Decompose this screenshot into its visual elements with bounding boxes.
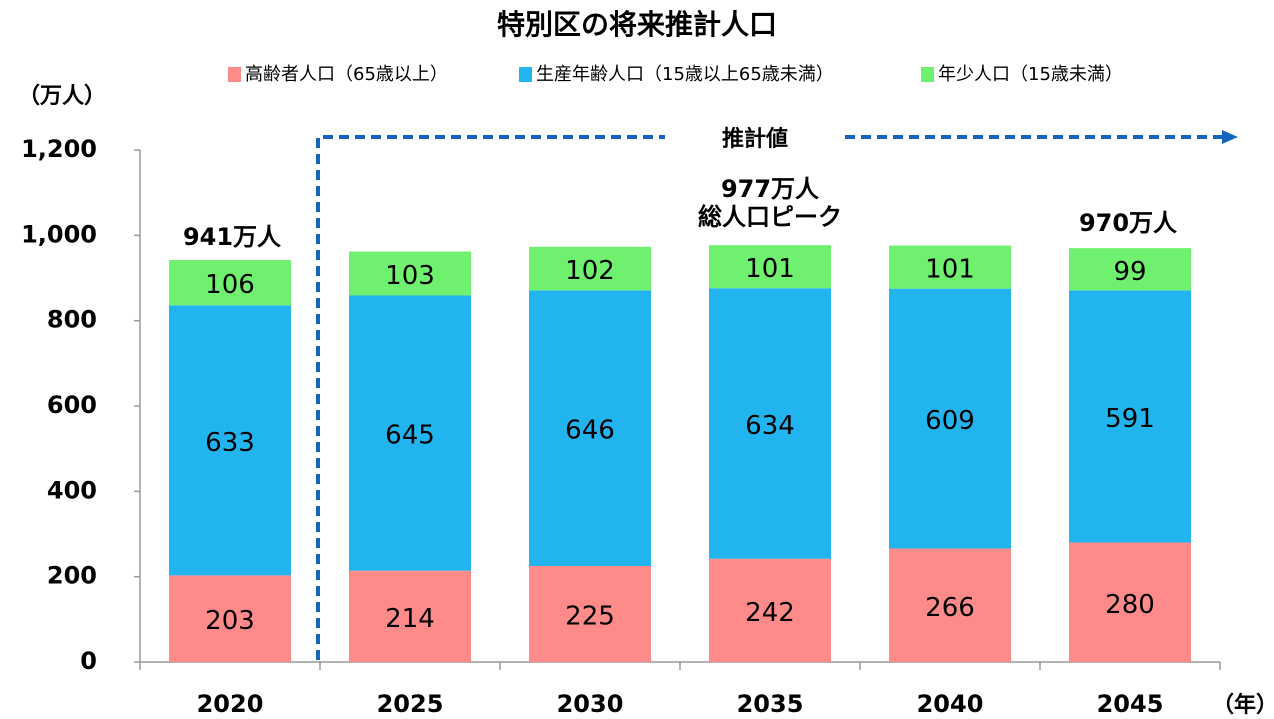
y-tick-label: 400 xyxy=(47,476,97,504)
bar-segment xyxy=(169,305,291,576)
x-tick-label: 2025 xyxy=(377,690,444,718)
legend-label: 年少人口（15歳未満） xyxy=(938,64,1123,85)
data-label: 103 xyxy=(385,261,435,291)
annotation: 総人口ピーク xyxy=(698,203,842,231)
data-label: 106 xyxy=(205,270,255,300)
bar-segment xyxy=(169,575,291,662)
bar-segment xyxy=(349,570,471,662)
data-label: 634 xyxy=(745,411,795,441)
legend-label: 生産年齢人口（15歳以上65歳未満） xyxy=(536,64,834,85)
bar-segment xyxy=(1069,542,1191,662)
y-tick-label: 600 xyxy=(47,391,97,419)
data-label: 99 xyxy=(1113,257,1146,287)
data-label: 633 xyxy=(205,428,255,458)
data-label: 609 xyxy=(925,406,975,436)
x-tick-label: 2035 xyxy=(737,690,804,718)
data-label: 102 xyxy=(565,256,615,286)
bar-segment xyxy=(709,288,831,559)
bar-segment xyxy=(529,290,651,566)
legend-swatch xyxy=(921,67,934,82)
bar-segment xyxy=(709,558,831,662)
bar-segment xyxy=(529,566,651,662)
annotation: 970万人 xyxy=(1079,209,1177,237)
data-label: 266 xyxy=(925,593,975,623)
bar-segment xyxy=(349,295,471,571)
data-label: 591 xyxy=(1105,404,1155,434)
chart-title: 特別区の将来推計人口 xyxy=(497,8,777,41)
x-tick-label: 2040 xyxy=(917,690,984,718)
data-label: 101 xyxy=(925,255,975,285)
y-tick-label: 1,000 xyxy=(21,220,97,248)
data-label: 280 xyxy=(1105,590,1155,620)
y-tick-label: 1,200 xyxy=(21,135,97,163)
bar-segment xyxy=(529,246,651,291)
annotation: 推計値 xyxy=(722,126,788,152)
y-axis-label: （万人） xyxy=(18,84,106,109)
data-label: 101 xyxy=(745,254,795,284)
bar-segment xyxy=(709,245,831,289)
annotation: 977万人 xyxy=(721,175,819,203)
data-label: 242 xyxy=(745,598,795,628)
legend-label: 高齢者人口（65歳以上） xyxy=(245,64,448,85)
data-label: 203 xyxy=(205,606,255,636)
data-label: 646 xyxy=(565,416,615,446)
bar-segment xyxy=(1069,248,1191,291)
data-label: 645 xyxy=(385,421,435,451)
x-tick-label: 2030 xyxy=(557,690,624,718)
legend-swatch xyxy=(519,67,532,82)
bar-segment xyxy=(889,245,1011,289)
data-label: 225 xyxy=(565,602,615,632)
bar-segment xyxy=(349,251,471,296)
bar-segment xyxy=(169,260,291,306)
forecast-line xyxy=(316,135,665,660)
annotation: 941万人 xyxy=(183,223,281,251)
data-label: 214 xyxy=(385,604,435,634)
x-tick-label: 2020 xyxy=(197,690,264,718)
bar-segment xyxy=(889,288,1011,549)
arrow-head xyxy=(1222,130,1238,144)
y-tick-label: 200 xyxy=(47,562,97,590)
y-tick-label: 800 xyxy=(47,306,97,334)
x-axis-label: （年） xyxy=(1212,692,1274,718)
legend-swatch xyxy=(228,67,241,82)
bar-segment xyxy=(1069,290,1191,543)
x-tick-label: 2045 xyxy=(1097,690,1164,718)
bar-segment xyxy=(889,548,1011,662)
y-tick-label: 0 xyxy=(80,647,97,675)
